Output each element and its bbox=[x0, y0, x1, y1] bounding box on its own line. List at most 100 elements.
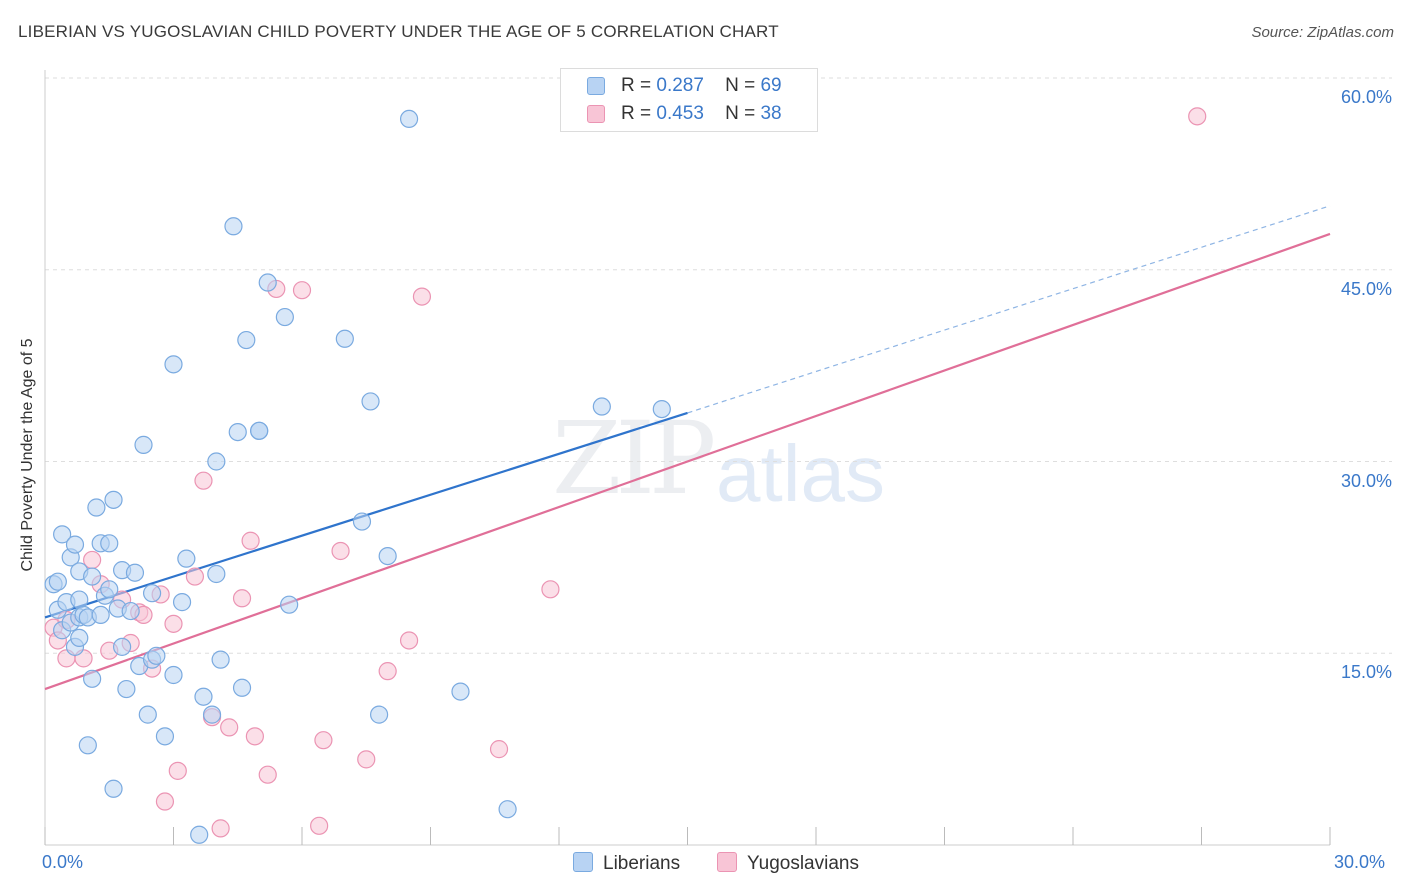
liberians-point bbox=[83, 669, 102, 688]
liberians-point bbox=[121, 601, 140, 621]
liberians-point bbox=[155, 727, 175, 746]
yugoslavians-point bbox=[185, 567, 205, 586]
yugoslavians-point bbox=[378, 662, 397, 681]
yugoslavians-point bbox=[489, 740, 509, 759]
y-tick-label-45: 45.0% bbox=[1340, 278, 1392, 299]
liberians-point bbox=[451, 682, 470, 701]
yugoslavians-point bbox=[310, 816, 329, 835]
liberians-point bbox=[237, 330, 256, 350]
liberians-point bbox=[83, 567, 102, 586]
liberians-point bbox=[352, 512, 372, 531]
liberians-point bbox=[207, 564, 226, 584]
yugoslavians-point bbox=[314, 731, 333, 750]
liberians-point bbox=[100, 534, 119, 553]
liberians-point bbox=[250, 421, 269, 440]
yugoslavians-point bbox=[155, 792, 175, 811]
data-points bbox=[44, 107, 1207, 844]
liberians-point bbox=[100, 580, 119, 599]
liberians-r-value: 0.287 bbox=[656, 75, 704, 96]
liberians-point bbox=[399, 109, 419, 129]
liberians-point bbox=[194, 687, 213, 706]
yugoslavians-point bbox=[399, 631, 419, 650]
correlation-legend: R = 0.287 N = 69 R = 0.453 N = 38 bbox=[560, 68, 818, 132]
source-label: Source: ZipAtlas.com bbox=[1251, 24, 1394, 41]
yugoslavians-point bbox=[211, 819, 230, 838]
r-label: R = bbox=[621, 103, 652, 124]
liberians-point bbox=[202, 705, 222, 724]
liberians-point bbox=[652, 399, 671, 419]
yugoslavians-point bbox=[220, 718, 239, 737]
liberians-n-value: 69 bbox=[760, 75, 782, 96]
n-label: N = bbox=[725, 103, 756, 124]
liberians-legend-swatch bbox=[573, 852, 593, 872]
yugoslavians-legend-swatch bbox=[717, 852, 737, 872]
yugoslavians-point bbox=[412, 287, 432, 306]
yugoslavians-point bbox=[258, 765, 277, 784]
yugoslavians-swatch bbox=[587, 105, 605, 123]
yugoslavians-point bbox=[232, 589, 252, 608]
liberians-point bbox=[164, 665, 183, 685]
liberians-point bbox=[211, 650, 230, 669]
grid-lines bbox=[45, 77, 1392, 654]
liberians-swatch bbox=[587, 77, 605, 95]
liberians-trend-extension bbox=[687, 205, 1331, 414]
yugoslavians-point bbox=[292, 281, 312, 300]
watermark-atlas: atlas bbox=[716, 429, 885, 518]
liberians-point bbox=[125, 563, 145, 582]
y-tick-label-60: 60.0% bbox=[1340, 87, 1392, 107]
liberians-point bbox=[70, 628, 89, 648]
trend-lines bbox=[44, 205, 1331, 691]
liberians-point bbox=[87, 498, 106, 517]
liberians-point bbox=[498, 800, 517, 819]
liberians-point bbox=[177, 549, 196, 568]
yugoslavians-point bbox=[331, 541, 350, 561]
liberians-point bbox=[228, 422, 247, 442]
liberians-point bbox=[78, 736, 97, 755]
yugoslavians-point bbox=[241, 531, 260, 550]
liberians-point bbox=[104, 779, 123, 798]
yugoslavians-legend-label: Yugoslavians bbox=[747, 853, 859, 874]
yugoslavians-point bbox=[541, 580, 560, 599]
liberians-point bbox=[224, 217, 243, 236]
liberians-point bbox=[335, 329, 354, 348]
liberians-point bbox=[117, 679, 136, 699]
liberians-point bbox=[275, 307, 294, 327]
liberians-point bbox=[53, 525, 72, 544]
n-label: N = bbox=[725, 75, 756, 96]
liberians-point bbox=[142, 584, 162, 603]
liberians-point bbox=[104, 490, 123, 509]
liberians-point bbox=[112, 637, 132, 656]
liberians-point bbox=[91, 605, 110, 625]
liberians-point bbox=[592, 397, 611, 416]
liberians-point bbox=[147, 646, 166, 665]
yugoslavians-point bbox=[245, 727, 264, 746]
x-tick-label-max: 30.0% bbox=[1334, 852, 1386, 872]
liberians-point bbox=[172, 593, 192, 612]
bottom-legend-liberians: Liberians bbox=[573, 852, 680, 875]
liberians-point bbox=[134, 435, 153, 454]
liberians-point bbox=[65, 535, 85, 554]
liberians-point bbox=[378, 546, 397, 566]
liberians-point bbox=[190, 825, 209, 844]
bottom-legend-yugoslavians: Yugoslavians bbox=[717, 852, 859, 875]
yugoslavians-point bbox=[1188, 107, 1207, 126]
watermark-zip: ZIP bbox=[552, 400, 716, 517]
yugoslavians-point bbox=[357, 750, 376, 769]
yugoslavians-point bbox=[168, 761, 187, 780]
liberians-point bbox=[258, 273, 277, 292]
yugoslavians-n-value: 38 bbox=[760, 103, 782, 124]
liberians-point bbox=[361, 392, 380, 411]
liberians-point bbox=[232, 678, 252, 697]
yugoslavians-point bbox=[194, 471, 213, 490]
chart-title: LIBERIAN VS YUGOSLAVIAN CHILD POVERTY UN… bbox=[18, 22, 779, 41]
yugoslavians-point bbox=[164, 614, 183, 633]
yugoslavians-trend-line bbox=[44, 232, 1331, 691]
liberians-point bbox=[164, 355, 183, 374]
liberians-point bbox=[280, 595, 299, 614]
y-tick-label-15: 15.0% bbox=[1340, 662, 1392, 683]
liberians-point bbox=[48, 572, 67, 591]
r-label: R = bbox=[621, 75, 652, 96]
liberians-legend-label: Liberians bbox=[603, 853, 681, 874]
y-tick-label-30: 30.0% bbox=[1340, 470, 1392, 491]
